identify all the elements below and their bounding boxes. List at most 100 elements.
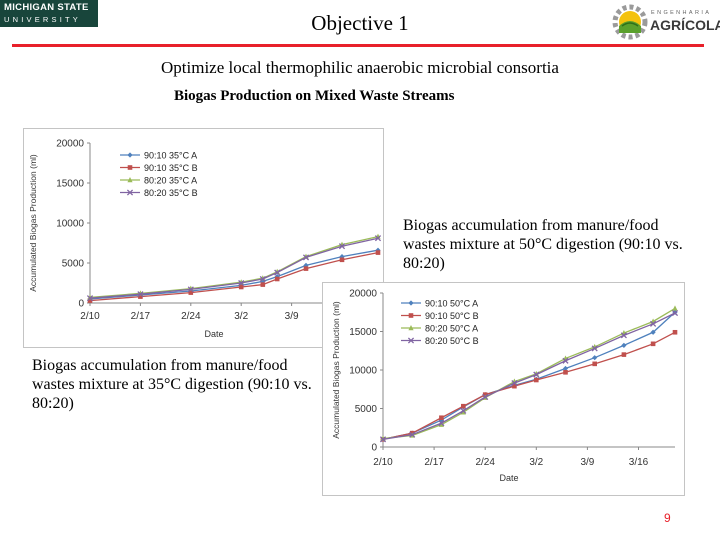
- data-point: [339, 257, 345, 263]
- data-point: [460, 409, 466, 415]
- data-point: [379, 436, 387, 443]
- series-3: [379, 309, 679, 443]
- data-point: [482, 393, 489, 401]
- data-point: [438, 421, 444, 427]
- x-tick-label: 2/24: [181, 311, 201, 322]
- data-point: [375, 250, 381, 255]
- series-1: [380, 329, 678, 442]
- y-tick-label: 5000: [62, 259, 85, 270]
- x-tick-label: 3/2: [529, 457, 543, 468]
- data-point: [87, 298, 93, 303]
- y-axis-title: Accumulated Biogas Production (ml): [28, 154, 38, 292]
- data-point: [274, 269, 281, 276]
- data-point: [138, 294, 143, 299]
- title-rule: [12, 44, 704, 47]
- y-axis-title: Accumulated Biogas Production (ml): [331, 301, 341, 439]
- y-tick-label: 5000: [355, 404, 378, 415]
- gear-icon: [612, 4, 648, 40]
- data-point: [188, 290, 194, 295]
- section-heading: Biogas Production on Mixed Waste Streams: [174, 88, 455, 104]
- series-line: [382, 312, 676, 440]
- legend-label: 90:10 35°C A: [144, 151, 197, 161]
- y-tick-label: 10000: [56, 219, 84, 230]
- page-number: 9: [664, 511, 671, 525]
- data-point: [259, 275, 266, 283]
- legend-marker: [126, 189, 134, 196]
- x-tick-label: 2/24: [475, 457, 495, 468]
- x-tick-label: 2/10: [80, 311, 100, 322]
- data-point: [374, 235, 382, 242]
- chart-50c: 0 5000 10000 15000 20000 2/10 2/17 2/24 3/2 3/9 3/…: [322, 282, 685, 496]
- x-tick-label: 2/17: [131, 311, 151, 322]
- y-tick-label: 20000: [56, 139, 84, 150]
- data-point: [482, 392, 488, 397]
- x-axis-title: Date: [499, 473, 518, 483]
- data-point: [591, 345, 598, 352]
- data-point: [274, 276, 280, 282]
- y-tick-label: 0: [78, 299, 84, 310]
- data-point: [563, 370, 568, 375]
- y-tick-label: 15000: [56, 179, 84, 190]
- data-point: [650, 341, 656, 347]
- legend-marker: [408, 300, 414, 306]
- data-point: [512, 383, 517, 389]
- legend-label: 80:20 50°C A: [425, 324, 478, 334]
- data-point: [620, 332, 627, 339]
- caption-50c: Biogas accumulation from manure/food was…: [403, 217, 683, 272]
- legend-label: 80:20 35°C A: [144, 176, 197, 186]
- data-point: [438, 420, 445, 427]
- data-point: [187, 286, 194, 293]
- x-tick-label: 2/10: [373, 457, 393, 468]
- data-point: [650, 320, 657, 327]
- series-3: [86, 235, 382, 302]
- data-point: [439, 415, 444, 421]
- legend-marker: [408, 313, 414, 318]
- x-tick-label: 3/9: [285, 311, 299, 322]
- legend-label: 90:10 50°C A: [425, 299, 478, 309]
- x-tick-label: 3/9: [580, 457, 594, 468]
- data-point: [238, 284, 244, 290]
- data-point: [672, 305, 678, 311]
- data-point: [460, 407, 467, 414]
- data-point: [671, 309, 679, 317]
- y-tick-label: 10000: [349, 366, 377, 377]
- data-point: [338, 243, 346, 250]
- data-point: [303, 266, 309, 271]
- chart-50c-svg: 0 5000 10000 15000 20000 2/10 2/17 2/24 3/2 3/9 3/…: [331, 289, 679, 483]
- data-point: [534, 377, 539, 383]
- data-point: [562, 357, 569, 364]
- x-axis-title: Date: [204, 329, 223, 339]
- engenharia-agricola-logo: ENGENHARIA AGRÍCOLA: [608, 0, 720, 44]
- legend-marker: [408, 325, 414, 331]
- legend-marker: [407, 337, 415, 344]
- x-tick-label: 2/17: [424, 457, 444, 468]
- data-point: [650, 329, 656, 335]
- x-tick-label: 3/2: [234, 311, 248, 322]
- y-tick-label: 20000: [349, 289, 377, 300]
- msu-logo-line2: UNIVERSITY: [4, 15, 82, 24]
- agri-logo-line2: AGRÍCOLA: [650, 17, 720, 33]
- legend-label: 90:10 35°C B: [144, 163, 198, 173]
- data-point: [260, 282, 266, 287]
- msu-logo-line1: MICHIGAN STATE: [4, 2, 89, 13]
- data-point: [302, 254, 310, 261]
- legend-label: 80:20 50°C B: [425, 336, 479, 346]
- data-point: [461, 403, 466, 409]
- data-point: [137, 291, 144, 298]
- data-point: [592, 361, 597, 367]
- data-point: [621, 352, 627, 357]
- slide-title: Objective 1: [311, 11, 409, 35]
- data-point: [511, 380, 518, 387]
- series-line: [382, 307, 676, 440]
- data-point: [86, 295, 94, 302]
- data-point: [621, 342, 627, 348]
- caption-35c: Biogas accumulation from manure/food was…: [32, 357, 312, 412]
- data-point: [533, 371, 540, 378]
- legend-marker: [127, 165, 133, 170]
- legend-marker: [127, 152, 133, 158]
- agri-logo-line1: ENGENHARIA: [651, 10, 712, 16]
- series-line: [382, 331, 676, 440]
- series-1: [87, 250, 381, 303]
- y-tick-label: 0: [371, 443, 377, 454]
- data-point: [592, 355, 598, 361]
